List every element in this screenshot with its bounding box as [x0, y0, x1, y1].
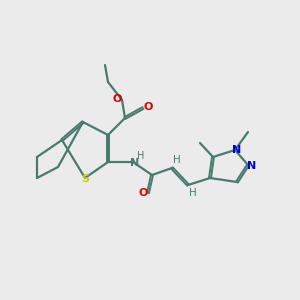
- Text: O: O: [112, 94, 122, 104]
- Text: H: H: [173, 155, 181, 165]
- Text: O: O: [138, 188, 148, 198]
- Text: S: S: [81, 174, 89, 184]
- Text: N: N: [232, 145, 242, 155]
- Text: N: N: [248, 161, 256, 171]
- Text: H: H: [189, 188, 197, 198]
- Text: O: O: [143, 102, 153, 112]
- Text: N: N: [130, 158, 140, 168]
- Text: H: H: [137, 151, 145, 161]
